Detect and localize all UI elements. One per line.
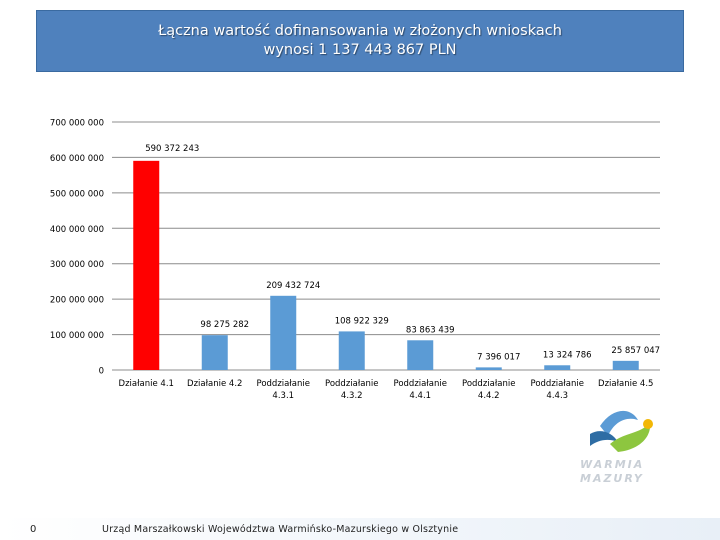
logo-leaf-green — [610, 422, 651, 452]
data-label: 25 857 047 — [611, 346, 660, 356]
logo-text-warmia: WARMIA — [580, 458, 644, 471]
data-label: 7 396 017 — [477, 352, 520, 362]
bar — [475, 367, 502, 370]
data-label: 590 372 243 — [145, 144, 199, 154]
logo-sun — [643, 419, 653, 429]
x-tick-label: Poddziałanie — [257, 379, 310, 389]
footer-institution: Urząd Marszałkowski Województwa Warmińsk… — [102, 524, 459, 535]
y-tick-label: 300 000 000 — [50, 260, 104, 270]
bar — [270, 295, 297, 370]
data-label: 13 324 786 — [543, 350, 592, 360]
bar — [544, 365, 571, 370]
bar — [338, 331, 365, 370]
y-tick-label: 200 000 000 — [50, 296, 104, 306]
data-label: 209 432 724 — [266, 281, 320, 291]
x-tick-label: 4.3.2 — [341, 391, 363, 401]
x-tick-label: 4.4.1 — [409, 391, 431, 401]
y-tick-label: 600 000 000 — [50, 154, 104, 164]
logo-wave-blue — [600, 410, 638, 436]
title-line-1: Łączna wartość dofinansowania w złożonyc… — [158, 23, 562, 39]
x-tick-label: Działanie 4.5 — [598, 379, 653, 389]
x-tick-label: Poddziałanie — [394, 379, 447, 389]
x-tick-label: Działanie 4.1 — [119, 379, 174, 389]
y-tick-label: 700 000 000 — [50, 119, 104, 129]
y-tick-label: 0 — [99, 367, 104, 377]
footer-strip — [0, 518, 720, 540]
x-tick-label: Poddziałanie — [531, 379, 584, 389]
x-tick-label: Działanie 4.2 — [187, 379, 242, 389]
x-tick-label: 4.3.1 — [272, 391, 294, 401]
data-label: 108 922 329 — [335, 316, 389, 326]
page-number: 0 — [30, 524, 37, 535]
y-tick-label: 500 000 000 — [50, 189, 104, 199]
bar-chart: 0 100 000 000 200 000 000 300 000 000 400 00… — [50, 119, 660, 402]
x-tick-label: Poddziałanie — [462, 379, 515, 389]
bar — [612, 360, 639, 370]
bar — [407, 340, 434, 370]
y-tick-label: 100 000 000 — [50, 331, 104, 341]
x-tick-label: 4.4.2 — [478, 391, 500, 401]
bar — [201, 335, 228, 370]
x-tick-label: Poddziałanie — [325, 379, 378, 389]
logo-text-mazury: MAZURY — [580, 472, 644, 485]
x-tick-label: 4.4.3 — [546, 391, 568, 401]
title-banner: Łączna wartość dofinansowania w złożonyc… — [36, 10, 684, 72]
warmia-mazury-logo: WARMIA MAZURY — [580, 410, 653, 485]
logo-wave-dark — [590, 431, 618, 446]
title-line-2: wynosi 1 137 443 867 PLN — [263, 42, 457, 58]
bar — [133, 160, 160, 370]
data-label: 98 275 282 — [200, 320, 249, 330]
data-label: 83 863 439 — [406, 325, 455, 335]
y-tick-label: 400 000 000 — [50, 225, 104, 235]
